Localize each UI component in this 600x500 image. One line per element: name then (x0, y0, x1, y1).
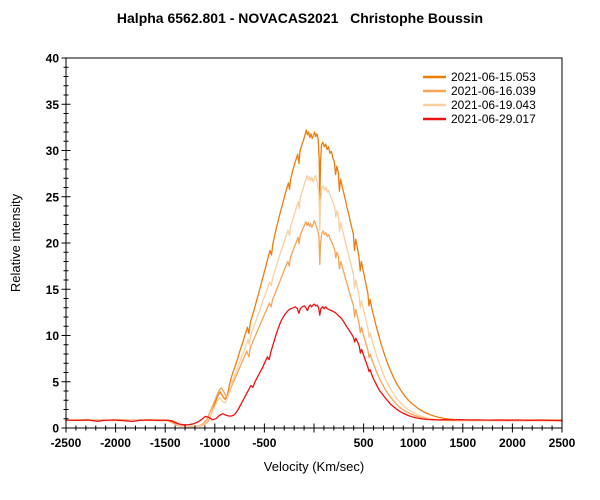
legend-label: 2021-06-16.039 (451, 84, 536, 98)
y-tick-label: 35 (46, 98, 60, 112)
y-tick-label: 20 (46, 237, 60, 251)
y-tick-label: 40 (46, 52, 60, 66)
x-tick-label: -1500 (150, 436, 181, 450)
legend-label: 2021-06-15.053 (451, 70, 536, 84)
x-tick-label: -1000 (199, 436, 230, 450)
spectrum-curve-2021-06-29.017 (65, 303, 563, 426)
y-axis-label: Relative intensity (8, 193, 23, 292)
x-tick-label: -2500 (51, 436, 82, 450)
x-tick-label: 2000 (499, 436, 526, 450)
x-tick-label: 1000 (400, 436, 427, 450)
legend-label: 2021-06-29.017 (451, 112, 536, 126)
spectrum-curve-2021-06-16.039 (65, 220, 563, 428)
plot-frame (65, 57, 563, 429)
spectrum-curve-2021-06-19.043 (65, 174, 563, 428)
spectrum-curve-2021-06-15.053 (65, 129, 563, 428)
legend: 2021-06-15.0532021-06-16.0392021-06-19.0… (423, 70, 536, 126)
legend-label: 2021-06-19.043 (451, 98, 536, 112)
x-axis-ticks: -2500 -2000 -1500 -1000 -500 500 1000 1500 2000 2… (51, 423, 576, 450)
x-tick-label: 2500 (549, 436, 576, 450)
y-tick-label: 15 (46, 283, 60, 297)
chart-title: Halpha 6562.801 - NOVACAS2021 Christophe… (117, 10, 483, 26)
y-tick-label: 10 (46, 329, 60, 343)
x-tick-label: -2000 (100, 436, 131, 450)
y-tick-label: 25 (46, 190, 60, 204)
y-tick-label: 5 (52, 375, 59, 389)
spectra-curves (65, 129, 563, 428)
y-tick-label: 0 (52, 422, 59, 436)
x-axis-label: Velocity (Km/sec) (264, 459, 364, 474)
x-tick-label: 1500 (449, 436, 476, 450)
y-tick-label: 30 (46, 144, 60, 158)
x-tick-label: 500 (354, 436, 374, 450)
x-tick-label: -500 (252, 436, 276, 450)
y-axis-ticks: 0 5 10 15 20 25 30 35 40 (46, 52, 71, 436)
